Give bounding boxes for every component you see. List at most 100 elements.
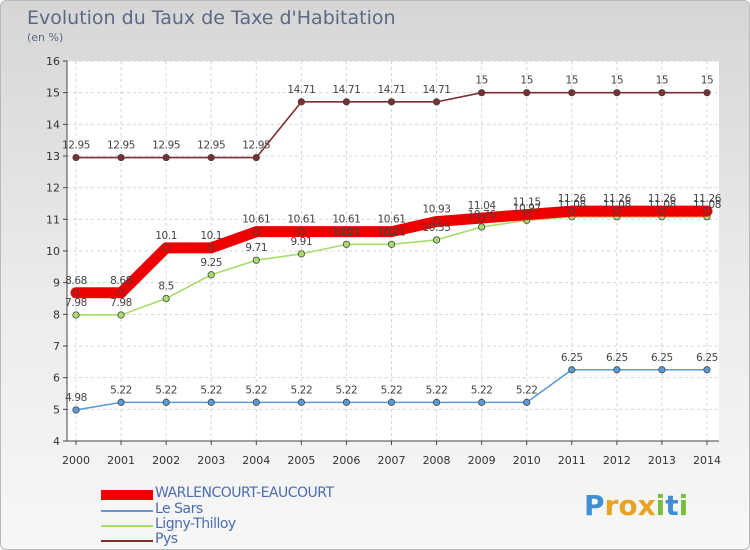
data-label-warlencourt-eaucourt: 10.61 [242, 214, 270, 226]
data-label-ligny-thilloy: 7.98 [110, 297, 132, 309]
y-tick-label: 9 [53, 277, 60, 290]
data-point-pys [523, 89, 531, 97]
data-point-warlencourt-eaucourt [162, 244, 170, 252]
data-point-ligny-thilloy [252, 256, 260, 264]
data-label-ligny-thilloy: 7.98 [65, 297, 87, 309]
data-point-ligny-thilloy [297, 250, 305, 258]
data-label-warlencourt-eaucourt: 11.26 [648, 193, 677, 205]
data-point-pys [117, 153, 125, 162]
y-tick-label: 7 [53, 340, 60, 353]
x-tick-label: 2005 [287, 454, 315, 467]
data-label-warlencourt-eaucourt: 10.61 [377, 214, 405, 226]
data-label-warlencourt-eaucourt: 11.26 [558, 193, 587, 205]
y-tick-label: 13 [46, 150, 60, 163]
data-label-warlencourt-eaucourt: 10.61 [332, 214, 360, 226]
data-label-warlencourt-eaucourt: 11.26 [603, 193, 632, 205]
data-point-le-sars [342, 398, 351, 406]
data-label-ligny-thilloy: 11.08 [693, 199, 721, 211]
data-point-pys [207, 153, 215, 162]
data-point-le-sars [478, 398, 486, 406]
data-label-le-sars: 6.25 [696, 352, 718, 364]
data-point-warlencourt-eaucourt [387, 228, 396, 236]
data-point-le-sars [613, 366, 621, 374]
y-tick-label: 14 [46, 118, 60, 131]
data-label-le-sars: 5.22 [471, 384, 493, 396]
legend-label: Pys [155, 531, 178, 547]
data-label-pys: 14.71 [287, 84, 315, 96]
data-point-ligny-thilloy [342, 240, 351, 248]
data-point-warlencourt-eaucourt [342, 228, 351, 236]
legend-swatch [101, 540, 153, 542]
legend-swatch [101, 510, 153, 512]
legend-swatch [101, 490, 153, 500]
data-label-pys: 12.95 [197, 140, 225, 152]
y-tick-label: 5 [53, 403, 60, 416]
data-point-warlencourt-eaucourt [658, 207, 666, 215]
x-tick-label: 2008 [423, 454, 451, 467]
data-point-warlencourt-eaucourt [207, 244, 215, 252]
data-point-ligny-thilloy [432, 236, 441, 244]
x-tick-label: 2013 [648, 454, 676, 467]
data-label-le-sars: 5.22 [245, 384, 267, 396]
data-point-pys [568, 89, 576, 97]
y-tick-label: 4 [53, 435, 60, 448]
data-label-le-sars: 5.22 [110, 384, 132, 396]
data-label-le-sars: 5.22 [516, 384, 538, 396]
data-point-ligny-thilloy [72, 311, 80, 319]
data-label-le-sars: 6.25 [561, 352, 583, 364]
brand-letter: i [678, 489, 689, 522]
brand-letter: r [604, 489, 619, 522]
x-tick-label: 2006 [332, 454, 360, 467]
x-tick-label: 2010 [513, 454, 541, 467]
data-point-pys [342, 98, 351, 106]
data-point-ligny-thilloy [387, 240, 396, 248]
brand-letter: o [618, 489, 638, 522]
data-point-le-sars [117, 398, 125, 406]
data-label-le-sars: 5.22 [155, 384, 177, 396]
data-point-warlencourt-eaucourt [523, 210, 531, 219]
data-point-warlencourt-eaucourt [478, 214, 486, 222]
x-tick-label: 2014 [693, 454, 721, 467]
data-point-warlencourt-eaucourt [703, 207, 711, 215]
data-point-ligny-thilloy [162, 294, 170, 303]
chart-subtitle: (en %) [27, 31, 64, 44]
brand-letter: P [584, 489, 605, 522]
data-label-ligny-thilloy: 10.76 [468, 209, 497, 221]
data-point-pys [297, 98, 305, 106]
data-label-ligny-thilloy: 9.25 [200, 257, 222, 269]
brand-letter: t [665, 489, 679, 522]
x-tick-label: 2004 [242, 454, 270, 467]
data-label-ligny-thilloy: 10.35 [423, 222, 451, 234]
brand-letter: i [655, 489, 666, 522]
x-tick-label: 2011 [558, 454, 586, 467]
data-label-pys: 14.71 [332, 84, 360, 96]
data-point-warlencourt-eaucourt [432, 217, 441, 226]
data-label-le-sars: 5.22 [290, 384, 312, 396]
data-label-pys: 15 [656, 75, 669, 87]
data-label-le-sars: 5.22 [426, 384, 448, 396]
data-label-le-sars: 5.22 [200, 384, 222, 396]
data-label-pys: 15 [701, 75, 714, 87]
data-label-pys: 15 [611, 75, 624, 87]
data-point-le-sars [387, 398, 396, 406]
legend-swatch [101, 525, 153, 527]
data-point-pys [162, 153, 170, 162]
data-point-le-sars [658, 366, 666, 374]
data-point-pys [478, 89, 486, 97]
y-tick-label: 11 [46, 213, 60, 226]
data-label-pys: 12.95 [242, 140, 270, 152]
data-label-pys: 14.71 [423, 84, 451, 96]
brand-letter: x [637, 489, 656, 522]
data-point-pys [703, 89, 711, 97]
data-label-ligny-thilloy: 10.21 [377, 226, 405, 238]
data-point-ligny-thilloy [207, 271, 215, 279]
data-label-pys: 15 [520, 75, 533, 87]
data-point-le-sars [162, 398, 170, 406]
data-label-pys: 12.95 [107, 140, 135, 152]
legend-label: Ligny-Thilloy [155, 516, 236, 532]
y-tick-label: 12 [46, 182, 60, 195]
data-label-le-sars: 5.22 [381, 384, 403, 396]
data-point-pys [387, 98, 396, 106]
data-label-warlencourt-eaucourt: 8.68 [65, 275, 87, 287]
